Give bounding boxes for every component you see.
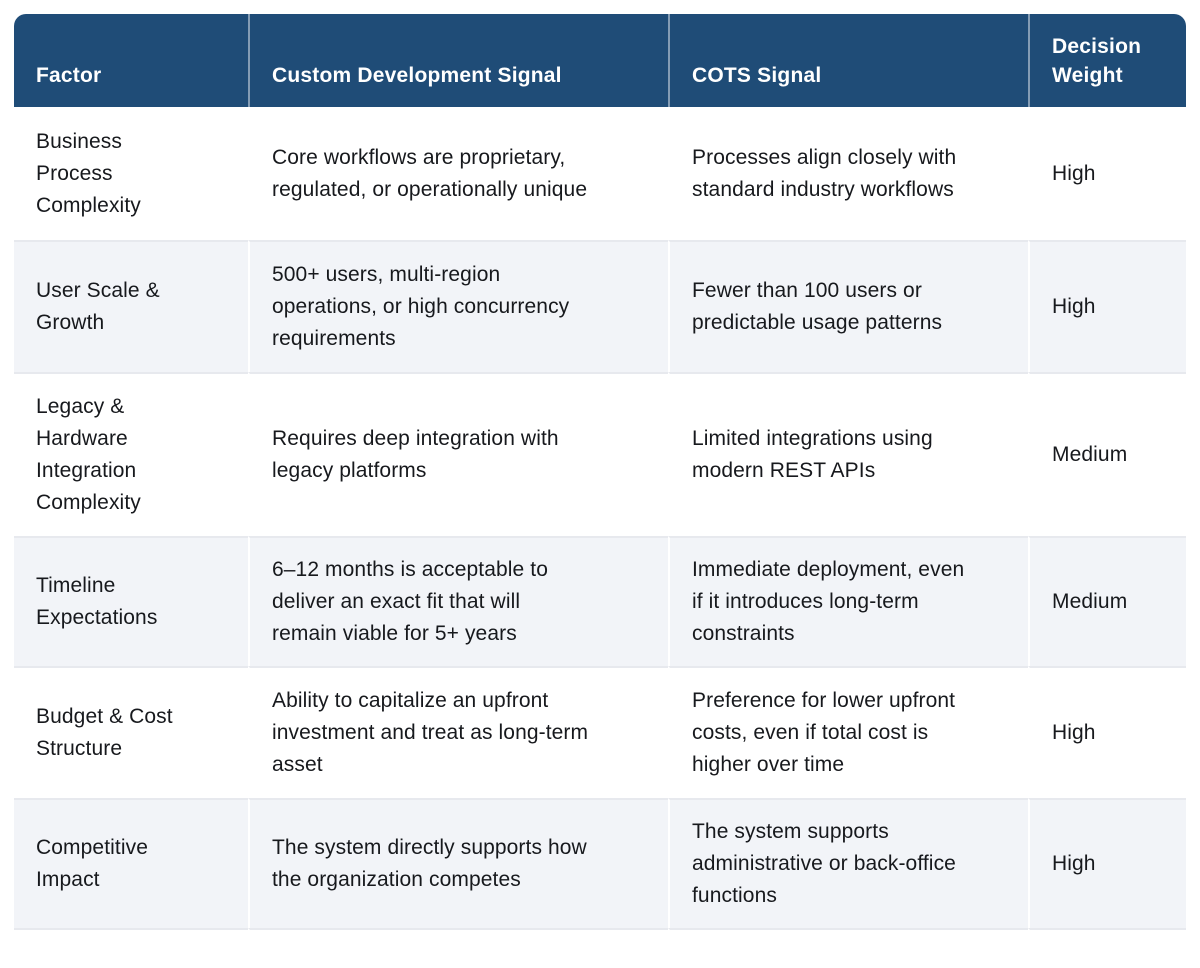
cots-signal-cell: Preference for lower upfront costs, even… xyxy=(668,666,1028,798)
decision-weight-cell: High xyxy=(1028,240,1186,372)
column-header-cots-signal: COTS Signal xyxy=(668,14,1028,107)
factor-cell: Budget & Cost Structure xyxy=(14,666,248,798)
table-row-timeline-expectations: Timeline Expectations 6–12 months is acc… xyxy=(14,536,1186,666)
decision-factors-table-container: Factor Custom Development Signal COTS Si… xyxy=(14,14,1186,968)
header-row: Factor Custom Development Signal COTS Si… xyxy=(14,14,1186,107)
custom-signal-cell: 500+ users, multi-region operations, or … xyxy=(248,240,668,372)
table-row-partial xyxy=(14,928,1186,968)
table-header: Factor Custom Development Signal COTS Si… xyxy=(14,14,1186,107)
table-row-competitive-impact: Competitive Impact The system directly s… xyxy=(14,798,1186,928)
custom-signal-cell: 6–12 months is acceptable to deliver an … xyxy=(248,536,668,666)
cots-signal-cell: Limited integrations using modern REST A… xyxy=(668,372,1028,536)
factor-cell: Legacy & Hardware Integration Complexity xyxy=(14,372,248,536)
decision-weight-cell: Medium xyxy=(1028,536,1186,666)
custom-signal-cell: Requires deep integration with legacy pl… xyxy=(248,372,668,536)
factor-cell: Competitive Impact xyxy=(14,798,248,928)
column-header-factor: Factor xyxy=(14,14,248,107)
table-row-legacy-hardware-integration: Legacy & Hardware Integration Complexity… xyxy=(14,372,1186,536)
cots-signal-cell: Processes align closely with standard in… xyxy=(668,107,1028,240)
factor-cell: Timeline Expectations xyxy=(14,536,248,666)
factor-cell: User Scale & Growth xyxy=(14,240,248,372)
custom-signal-cell: Ability to capitalize an upfront investm… xyxy=(248,666,668,798)
cots-signal-cell: Immediate deployment, even if it introdu… xyxy=(668,536,1028,666)
table-row-business-process-complexity: Business Process Complexity Core workflo… xyxy=(14,107,1186,240)
decision-weight-cell: High xyxy=(1028,666,1186,798)
custom-signal-cell: The system directly supports how the org… xyxy=(248,798,668,928)
decision-weight-cell: Medium xyxy=(1028,372,1186,536)
table-row-user-scale-growth: User Scale & Growth 500+ users, multi-re… xyxy=(14,240,1186,372)
decision-weight-cell: High xyxy=(1028,107,1186,240)
decision-weight-cell: High xyxy=(1028,798,1186,928)
cots-signal-cell: The system supports administrative or ba… xyxy=(668,798,1028,928)
column-header-decision-weight: Decision Weight xyxy=(1028,14,1186,107)
cots-signal-cell: Fewer than 100 users or predictable usag… xyxy=(668,240,1028,372)
factor-cell: Business Process Complexity xyxy=(14,107,248,240)
custom-signal-cell: Core workflows are proprietary, regulate… xyxy=(248,107,668,240)
table-row-budget-cost-structure: Budget & Cost Structure Ability to capit… xyxy=(14,666,1186,798)
decision-factors-table: Factor Custom Development Signal COTS Si… xyxy=(14,14,1186,968)
column-header-custom-development-signal: Custom Development Signal xyxy=(248,14,668,107)
